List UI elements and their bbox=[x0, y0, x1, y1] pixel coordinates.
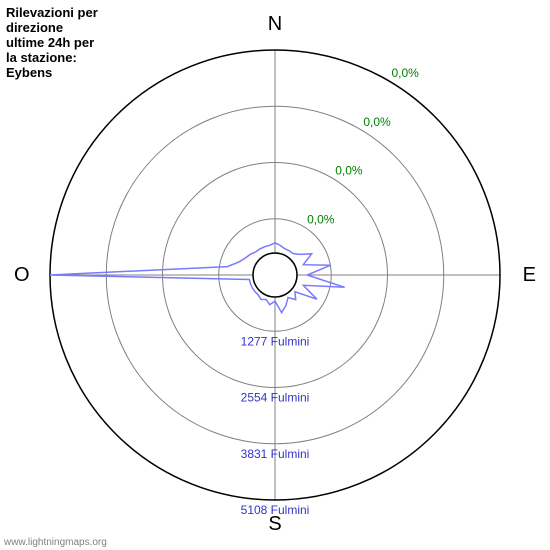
cardinal-n: N bbox=[268, 13, 282, 35]
pct-label-ring-3: 0,0% bbox=[363, 115, 391, 129]
wind-rose-polygon bbox=[50, 243, 345, 313]
attribution: www.lightningmaps.org bbox=[4, 537, 107, 548]
center-hole bbox=[253, 253, 297, 297]
pct-label-ring-1: 0,0% bbox=[307, 212, 335, 226]
polar-chart: 0,0% 0,0% 0,0% 0,0% 1277 Fulmini 2554 Fulmini… bbox=[0, 0, 550, 550]
cardinal-s: S bbox=[268, 513, 281, 535]
fulmini-label-ring-3: 3831 Fulmini bbox=[241, 447, 310, 461]
cardinal-o: O bbox=[14, 264, 30, 286]
pct-label-ring-4: 0,0% bbox=[392, 66, 420, 80]
chart-title: Rilevazioni per direzione ultime 24h per… bbox=[6, 6, 98, 81]
cardinal-e: E bbox=[523, 264, 536, 286]
fulmini-label-ring-2: 2554 Fulmini bbox=[241, 391, 310, 405]
pct-label-ring-2: 0,0% bbox=[335, 164, 363, 178]
fulmini-label-ring-1: 1277 Fulmini bbox=[241, 334, 310, 348]
